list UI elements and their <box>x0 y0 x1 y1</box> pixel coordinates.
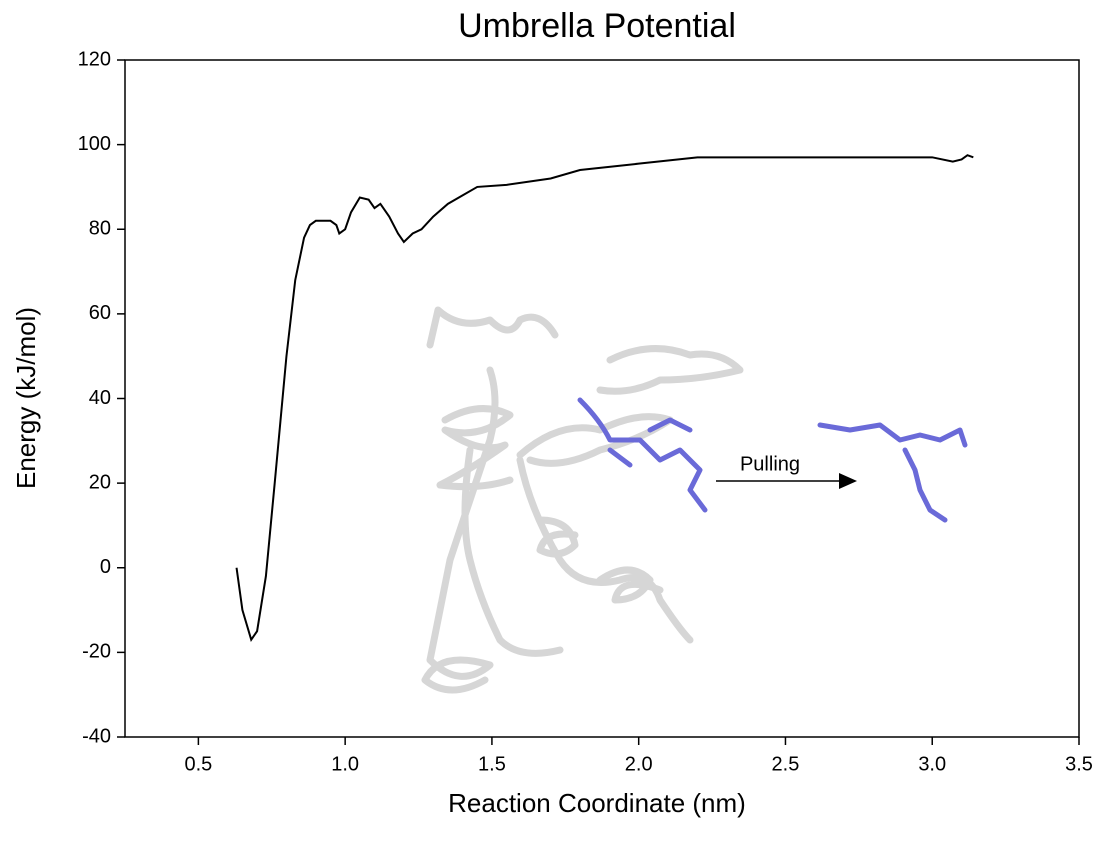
annotation: Pulling <box>740 453 800 475</box>
y-tick-label: 60 <box>89 302 111 324</box>
data-line <box>237 155 974 639</box>
chart: Umbrella Potential Reaction Coordinate (… <box>0 0 1115 851</box>
x-tick-label: 3.5 <box>1065 753 1093 775</box>
y-axis-label: Energy (kJ/mol) <box>11 307 41 489</box>
chart-title: Umbrella Potential <box>458 7 736 45</box>
protein-inset <box>425 310 965 690</box>
x-tick-label: 2.5 <box>772 753 800 775</box>
y-tick-label: 20 <box>89 471 111 493</box>
y-tick-label: 100 <box>78 133 111 155</box>
y-tick-label: 80 <box>89 218 111 240</box>
plot-frame <box>125 60 1079 737</box>
x-tick-label: 2.0 <box>625 753 653 775</box>
x-tick-label: 0.5 <box>184 753 212 775</box>
x-tick-label: 1.5 <box>478 753 506 775</box>
y-tick-label: 40 <box>89 387 111 409</box>
x-tick-label: 3.0 <box>918 753 946 775</box>
x-axis-label: Reaction Coordinate (nm) <box>448 788 746 818</box>
y-tick-label: -40 <box>82 725 111 747</box>
y-tick-label: 120 <box>78 48 111 70</box>
x-tick-label: 1.0 <box>331 753 359 775</box>
y-tick-label: -20 <box>82 641 111 663</box>
y-tick-label: 0 <box>100 556 111 578</box>
annotation-arrowhead <box>839 473 857 489</box>
